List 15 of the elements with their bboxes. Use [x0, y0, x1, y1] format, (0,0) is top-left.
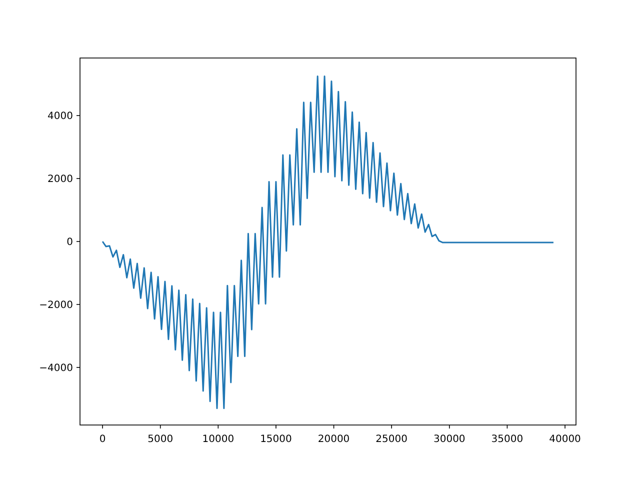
y-tick-label: −2000 — [39, 300, 73, 311]
line-series — [102, 76, 554, 410]
x-tick-label: 0 — [99, 434, 106, 445]
x-tick-label: 40000 — [549, 434, 581, 445]
x-tick-label: 20000 — [318, 434, 350, 445]
x-tick-label: 15000 — [260, 434, 292, 445]
y-tick-label: 2000 — [48, 174, 73, 186]
y-tick-label: 0 — [66, 237, 73, 248]
x-tick-label: 30000 — [433, 434, 466, 445]
x-tick-label: 25000 — [376, 434, 408, 445]
y-tick-label: −4000 — [39, 362, 73, 374]
x-tick-label: 5000 — [148, 434, 174, 445]
y-tick-label: 4000 — [48, 111, 73, 122]
x-tick-label: 10000 — [202, 434, 234, 445]
x-tick-label: 35000 — [491, 434, 524, 445]
